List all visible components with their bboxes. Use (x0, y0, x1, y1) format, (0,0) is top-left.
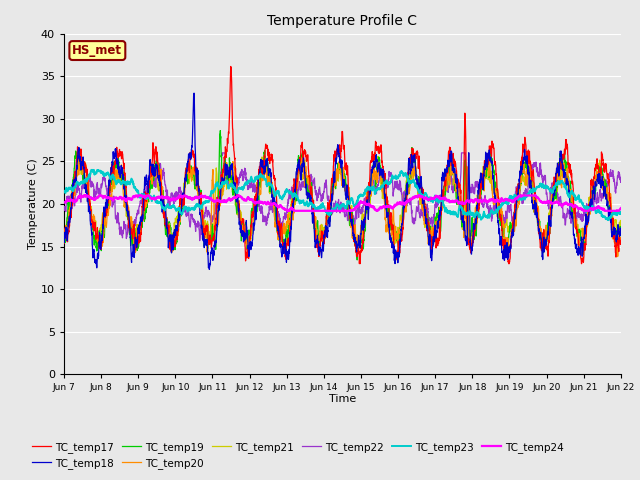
TC_temp17 (124, 203, 131, 208)
Line: TC_temp24: TC_temp24 (64, 195, 621, 211)
TC_temp19 (60, 235, 68, 241)
TC_temp24 (60, 199, 68, 205)
TC_temp22 (617, 178, 625, 183)
TC_temp24 (80, 192, 88, 198)
TC_temp24 (617, 205, 625, 211)
Text: HS_met: HS_met (72, 44, 122, 57)
TC_temp22 (606, 174, 614, 180)
TC_temp18 (60, 237, 68, 243)
TC_temp18 (606, 211, 614, 217)
TC_temp22 (196, 238, 204, 243)
TC_temp18 (298, 165, 306, 170)
Line: TC_temp22: TC_temp22 (64, 153, 621, 240)
TC_temp24 (547, 199, 554, 205)
TC_temp23 (546, 189, 554, 194)
TC_temp22 (547, 189, 554, 194)
TC_temp17 (606, 197, 614, 203)
TC_temp20 (617, 237, 625, 243)
TC_temp20 (298, 158, 306, 164)
Title: Temperature Profile C: Temperature Profile C (268, 14, 417, 28)
TC_temp21 (157, 182, 164, 188)
TC_temp19 (606, 201, 614, 206)
TC_temp24 (124, 195, 132, 201)
TC_temp21 (371, 150, 378, 156)
TC_temp23 (605, 217, 612, 223)
TC_temp19 (157, 185, 164, 191)
TC_temp23 (157, 199, 164, 205)
TC_temp20 (606, 195, 614, 201)
TC_temp19 (353, 257, 361, 263)
TC_temp24 (298, 208, 306, 214)
TC_temp18 (205, 266, 213, 272)
TC_temp23 (274, 190, 282, 196)
TC_temp24 (274, 204, 282, 210)
TC_temp17 (227, 63, 235, 69)
TC_temp21 (606, 209, 614, 215)
TC_temp20 (274, 232, 282, 238)
TC_temp22 (298, 181, 306, 187)
TC_temp21 (124, 215, 131, 220)
TC_temp19 (617, 225, 625, 230)
Line: TC_temp18: TC_temp18 (64, 93, 621, 269)
TC_temp17 (274, 223, 282, 229)
TC_temp23 (298, 198, 306, 204)
TC_temp23 (617, 211, 625, 217)
Legend: TC_temp17, TC_temp18, TC_temp19, TC_temp20, TC_temp21, TC_temp22, TC_temp23, TC_: TC_temp17, TC_temp18, TC_temp19, TC_temp… (28, 438, 568, 473)
TC_temp22 (124, 228, 131, 234)
TC_temp17 (157, 181, 164, 187)
TC_temp17 (60, 240, 68, 246)
TC_temp23 (124, 179, 132, 184)
TC_temp19 (274, 222, 282, 228)
TC_temp21 (617, 222, 625, 228)
TC_temp22 (60, 207, 68, 213)
TC_temp22 (157, 161, 164, 167)
TC_temp21 (274, 212, 282, 217)
TC_temp21 (60, 228, 68, 233)
Line: TC_temp20: TC_temp20 (64, 153, 621, 257)
TC_temp21 (354, 251, 362, 257)
TC_temp18 (157, 188, 164, 193)
Line: TC_temp21: TC_temp21 (64, 153, 621, 254)
TC_temp21 (298, 175, 305, 181)
TC_temp20 (157, 172, 164, 178)
TC_temp22 (274, 214, 282, 220)
TC_temp19 (216, 128, 224, 133)
X-axis label: Time: Time (329, 394, 356, 404)
Line: TC_temp17: TC_temp17 (64, 66, 621, 264)
TC_temp23 (88, 167, 95, 173)
TC_temp18 (547, 218, 554, 224)
TC_temp20 (60, 232, 68, 238)
TC_temp18 (617, 232, 625, 238)
TC_temp18 (274, 224, 282, 230)
TC_temp21 (547, 201, 554, 207)
TC_temp19 (124, 212, 131, 217)
TC_temp20 (124, 202, 132, 207)
TC_temp23 (606, 214, 614, 220)
TC_temp17 (356, 261, 364, 266)
TC_temp22 (218, 150, 226, 156)
TC_temp24 (157, 194, 164, 200)
TC_temp18 (124, 211, 131, 216)
Line: TC_temp23: TC_temp23 (64, 170, 621, 220)
TC_temp17 (298, 144, 306, 150)
TC_temp17 (617, 240, 625, 246)
TC_temp20 (613, 254, 621, 260)
TC_temp19 (547, 216, 554, 221)
TC_temp23 (60, 188, 68, 194)
Line: TC_temp19: TC_temp19 (64, 131, 621, 260)
TC_temp17 (547, 220, 554, 226)
TC_temp20 (546, 218, 554, 224)
TC_temp20 (76, 150, 84, 156)
TC_temp18 (190, 90, 198, 96)
TC_temp19 (298, 158, 306, 164)
Y-axis label: Temperature (C): Temperature (C) (28, 158, 38, 250)
TC_temp24 (285, 208, 293, 214)
TC_temp24 (606, 208, 614, 214)
